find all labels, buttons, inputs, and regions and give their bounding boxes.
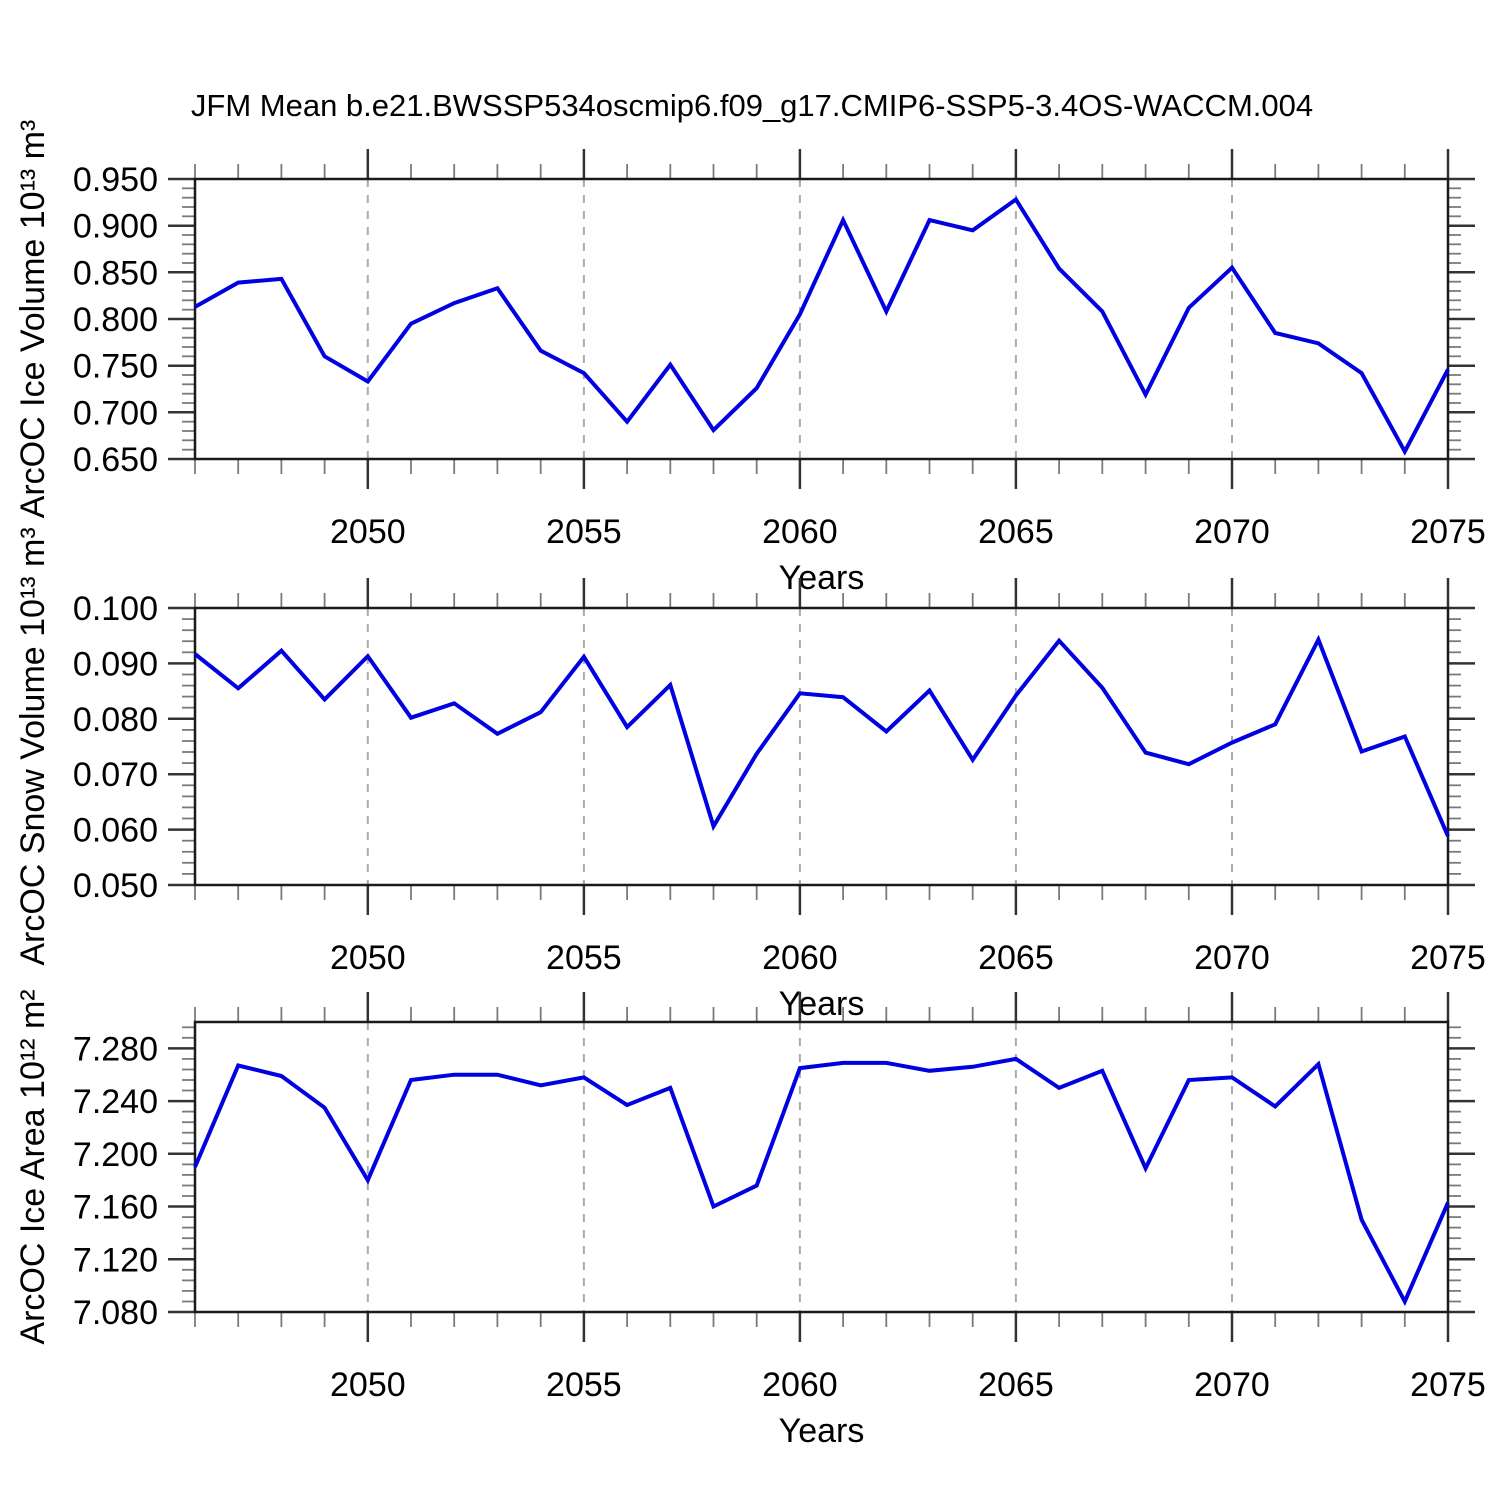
x-tick-label: 2075 — [1410, 939, 1486, 977]
x-tick-label: 2075 — [1410, 513, 1486, 551]
y-tick-label: 0.070 — [73, 756, 158, 794]
x-tick-label: 2050 — [330, 1366, 406, 1404]
snow-volume-panel: 0.050 0.060 0.070 0.080 0.090 0.100 2050 2055 20… — [14, 527, 1486, 1023]
snow-volume-plot-frame — [193, 606, 1450, 887]
x-axis-title-snow-volume: Years — [779, 985, 865, 1023]
x-tick-label: 2055 — [546, 939, 622, 977]
x-tick-label: 2070 — [1194, 513, 1270, 551]
y-tick-label: 0.800 — [73, 301, 158, 339]
y-axis-title-ice-volume: ArcOC Ice Volume 10¹³ m³ — [14, 120, 52, 519]
x-tick-label: 2060 — [762, 939, 838, 977]
y-tick-label: 7.240 — [73, 1083, 158, 1121]
ice-area-panel: 7.080 7.120 7.160 7.200 7.240 7.280 2050 2055 20… — [14, 989, 1486, 1450]
y-tick-label: 7.280 — [73, 1030, 158, 1068]
y-tick-label: 7.080 — [73, 1294, 158, 1332]
panels-group: 0.650 0.700 0.750 0.800 0.850 0.900 0.950 2050 2… — [14, 120, 1486, 1450]
x-tick-label: 2055 — [546, 1366, 622, 1404]
x-tick-label: 2065 — [978, 1366, 1054, 1404]
x-axis-title-ice-area: Years — [779, 1412, 865, 1450]
y-axis-title-snow-volume: ArcOC Snow Volume 10¹³ m³ — [14, 527, 52, 965]
x-axis-title-ice-volume: Years — [779, 559, 865, 597]
x-tick-label: 2065 — [978, 513, 1054, 551]
y-tick-label: 0.100 — [73, 590, 158, 628]
y-tick-label: 0.900 — [73, 208, 158, 246]
y-tick-label: 0.950 — [73, 161, 158, 199]
y-axis-title-ice-area: ArcOC Ice Area 10¹² m² — [14, 989, 52, 1344]
ice-volume-plot-frame — [193, 177, 1450, 461]
ice-volume-data-line — [194, 196, 1450, 456]
y-tick-label: 0.850 — [73, 254, 158, 292]
y-tick-label: 7.160 — [73, 1189, 158, 1227]
ice-volume-panel: 0.650 0.700 0.750 0.800 0.850 0.900 0.950 2050 2… — [14, 120, 1486, 597]
y-tick-label: 0.060 — [73, 812, 158, 850]
x-tick-label: 2065 — [978, 939, 1054, 977]
y-tick-label: 7.200 — [73, 1136, 158, 1174]
x-tick-label: 2060 — [762, 513, 838, 551]
y-tick-label: 0.650 — [73, 441, 158, 479]
x-tick-label: 2050 — [330, 939, 406, 977]
x-tick-label: 2070 — [1194, 939, 1270, 977]
x-tick-label: 2075 — [1410, 1366, 1486, 1404]
x-tick-label: 2070 — [1194, 1366, 1270, 1404]
figure-title: JFM Mean b.e21.BWSSP534oscmip6.f09_g17.C… — [191, 88, 1313, 123]
y-tick-label: 0.700 — [73, 394, 158, 432]
y-tick-label: 0.080 — [73, 701, 158, 739]
snow-volume-data-line — [193, 634, 1450, 837]
x-tick-label: 2055 — [546, 513, 622, 551]
y-tick-label: 7.120 — [73, 1241, 158, 1279]
x-tick-label: 2060 — [762, 1366, 838, 1404]
ice-area-data-line — [193, 1056, 1450, 1307]
x-tick-label: 2050 — [330, 513, 406, 551]
y-tick-label: 0.750 — [73, 348, 158, 386]
y-tick-label: 0.050 — [73, 867, 158, 905]
y-tick-label: 0.090 — [73, 645, 158, 683]
